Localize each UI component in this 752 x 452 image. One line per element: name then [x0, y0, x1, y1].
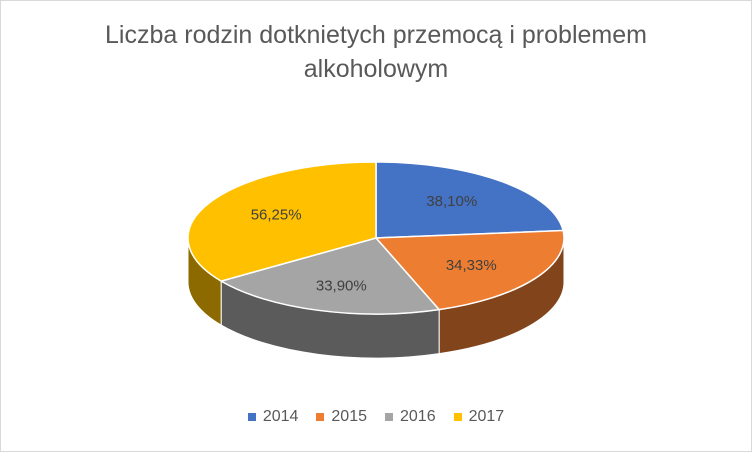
legend-label-2015: 2015: [331, 408, 367, 425]
chart-title: Liczba rodzin dotknietych przemocą i pro…: [0, 18, 752, 86]
data-label-2014: 38,10%: [426, 193, 477, 210]
legend-item-2016: 2016: [385, 408, 436, 426]
legend-label-2014: 2014: [262, 408, 299, 425]
pie-tops: [187, 161, 565, 315]
pie-data-labels: 38,10% 34,33% 33,90% 56,25%: [251, 193, 497, 295]
chart-title-line-2: alkoholowym: [303, 55, 449, 83]
data-label-2015: 34,33%: [446, 257, 497, 274]
chart-title-line-1: Liczba rodzin dotknietych przemocą i pro…: [105, 21, 647, 49]
legend-swatch-2017: [453, 413, 462, 421]
pie-slice-2014: [375, 161, 565, 239]
data-label-2017: 56,25%: [251, 207, 302, 224]
legend-item-2015: 2015: [316, 408, 367, 426]
legend-swatch-2015: [316, 413, 325, 421]
legend-item-2014: 2014: [247, 408, 299, 426]
pie-slice-2016: [219, 237, 441, 315]
data-label-2016: 33,90%: [316, 278, 367, 295]
legend-label-2017: 2017: [468, 408, 505, 425]
pie-slice-2015: [374, 229, 565, 311]
legend-swatch-2014: [247, 413, 256, 421]
pie-slice-2017: [187, 161, 377, 282]
legend-item-2017: 2017: [453, 408, 505, 426]
legend-swatch-2016: [385, 413, 393, 421]
legend: 2014 2015 2016 2017: [0, 408, 752, 426]
legend-label-2016: 2016: [400, 408, 436, 425]
